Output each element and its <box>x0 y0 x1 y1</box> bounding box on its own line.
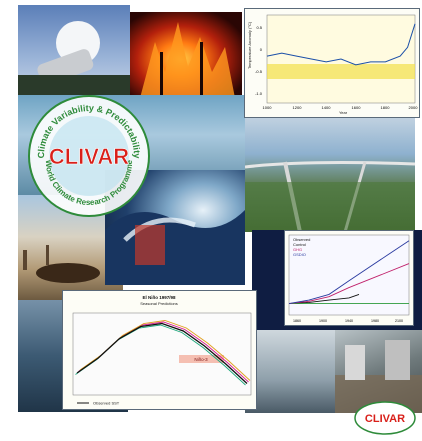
clivar-logo: Climate Variability & Predictability Wor… <box>24 90 154 222</box>
observed-sst-line <box>76 322 248 384</box>
temp-xtick: 1200 <box>293 105 303 110</box>
nino3-label: Niño-3 <box>194 357 208 362</box>
drought-illustration <box>23 245 100 283</box>
clivar-small-logo: CLIVAR <box>352 400 418 436</box>
globe-icon <box>49 116 129 196</box>
forcing-series-line <box>288 263 410 305</box>
flood-illustration <box>335 340 422 413</box>
nino-legend-label: Observed SST <box>93 401 120 406</box>
temp-xtick: 1800 <box>381 105 391 110</box>
legend-control: Control <box>293 242 306 247</box>
temp-ytick: -1.0 <box>255 91 263 96</box>
fire-illustration <box>140 22 235 98</box>
forest-fire-photo <box>130 12 242 98</box>
temperature-chart-svg: Temperature Anomaly (°C) Year 0.5 0 -0.5… <box>247 14 419 115</box>
forcing-xtick: 1900 <box>319 319 327 323</box>
instrument-illustration <box>18 21 130 95</box>
forcing-projection-chart: Observed Control GHG GSDIO 1860 1900 194… <box>284 230 414 326</box>
forcing-series-line <box>288 293 360 305</box>
forcing-series-line <box>288 240 410 305</box>
temp-ytick: 0.5 <box>256 25 262 30</box>
temp-xtick: 1000 <box>263 105 273 110</box>
uncertainty-band <box>267 64 415 79</box>
forcing-xtick: 1980 <box>371 319 379 323</box>
temperature-series-line <box>266 23 416 66</box>
temp-xtick: 1600 <box>352 105 362 110</box>
legend-gsdio: GSDIO <box>293 252 306 257</box>
bridge-illustration <box>245 161 415 232</box>
nino-subtitle: Seasonal Predictions <box>140 301 178 306</box>
nino3-box <box>179 355 224 363</box>
temp-xtick: 2000 <box>409 105 419 110</box>
temp-xtick: 1400 <box>322 105 332 110</box>
temp-xlabel: Year <box>339 110 348 115</box>
legend-observed: Observed <box>293 237 310 242</box>
nino-chart-svg: El Niño 1997/98 Seasonal Predictions Niñ… <box>72 295 252 406</box>
temperature-anomaly-chart: Temperature Anomaly (°C) Year 0.5 0 -0.5… <box>244 8 420 118</box>
temp-ylabel: Temperature Anomaly (°C) <box>247 21 252 69</box>
cloud-photo <box>245 330 337 413</box>
forcing-chart-svg: Observed Control GHG GSDIO 1860 1900 194… <box>288 234 410 323</box>
forcing-xtick: 1860 <box>293 319 301 323</box>
flooded-street-photo <box>335 330 422 413</box>
nino-title: El Niño 1997/98 <box>142 295 176 300</box>
forcing-xtick: 1940 <box>345 319 353 323</box>
el-nino-prediction-chart: El Niño 1997/98 Seasonal Predictions Niñ… <box>62 290 257 410</box>
small-logo-wordmark: CLIVAR <box>365 413 405 425</box>
temp-ytick: 0 <box>260 47 263 52</box>
carcass-shape <box>36 263 100 283</box>
temp-ytick: -0.5 <box>255 69 263 74</box>
logo-wordmark: CLIVAR <box>49 144 129 169</box>
forcing-xtick: 2100 <box>395 319 403 323</box>
weather-instrument-photo <box>18 5 130 95</box>
legend-ghg: GHG <box>293 247 302 252</box>
storm-illustration <box>105 210 245 285</box>
bridge-river-photo <box>245 112 415 232</box>
